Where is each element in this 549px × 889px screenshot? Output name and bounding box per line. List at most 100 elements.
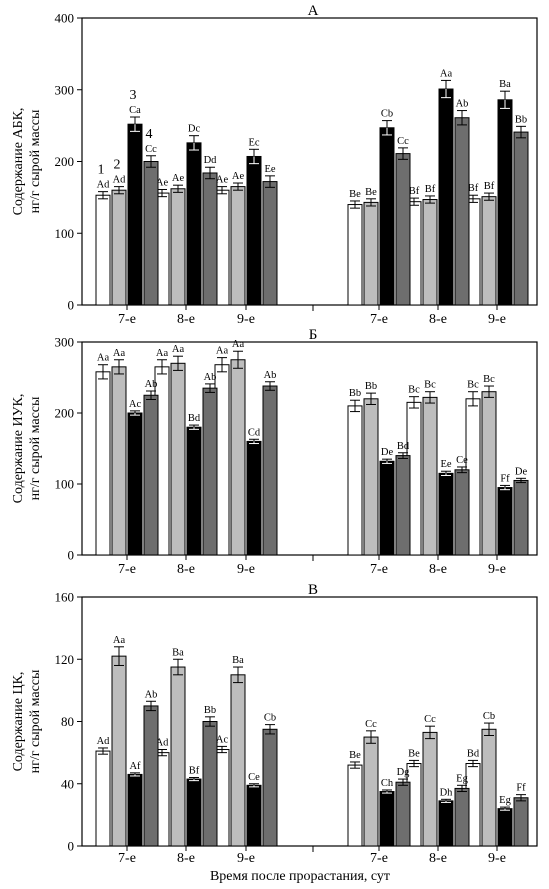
bar <box>379 791 395 847</box>
data-label: Ad <box>113 175 127 186</box>
bar <box>143 394 159 556</box>
y-tick-label: 200 <box>55 406 75 421</box>
data-label: Bb <box>365 381 377 392</box>
data-label: Bf <box>425 184 436 195</box>
bar <box>379 127 395 306</box>
data-label: Dc <box>188 124 201 135</box>
data-label: Af <box>129 761 141 772</box>
bar <box>513 797 529 847</box>
bar <box>454 787 470 847</box>
data-label: Ec <box>248 137 259 148</box>
data-label: De <box>381 447 394 458</box>
data-label: Bd <box>188 413 201 424</box>
data-label: Aa <box>97 353 110 364</box>
data-label: Aa <box>232 339 245 350</box>
bar <box>202 172 218 306</box>
x-tick-label: 9-е <box>488 851 506 866</box>
data-label: Be <box>365 187 377 198</box>
bar <box>127 773 143 847</box>
x-tick-label: 7-е <box>370 562 388 577</box>
data-label: Cc <box>145 144 157 155</box>
data-label: De <box>515 466 528 477</box>
bar <box>246 784 262 847</box>
data-label: Ff <box>500 473 510 484</box>
series-number: 3 <box>130 88 137 103</box>
bar <box>422 396 438 556</box>
y-tick-label: 0 <box>68 548 75 563</box>
data-label: Bb <box>204 705 216 716</box>
y-tick-label: 40 <box>61 776 74 791</box>
x-tick-label: 9-е <box>488 562 506 577</box>
data-label: Cc <box>424 714 436 725</box>
x-tick-label: 8-е <box>429 562 447 577</box>
y-axis-label: нг/г сырой массы <box>28 669 43 773</box>
x-tick-label: 8-е <box>429 312 447 327</box>
data-label: Ff <box>516 783 526 794</box>
bar <box>497 808 513 847</box>
data-label: Ab <box>204 372 217 383</box>
series-number: 4 <box>146 127 153 142</box>
data-label: Bb <box>349 388 361 399</box>
data-label: Aa <box>172 344 185 355</box>
y-tick-label: 300 <box>55 82 75 97</box>
y-tick-label: 100 <box>55 226 75 241</box>
bar <box>246 155 262 306</box>
data-label: Cc <box>397 136 409 147</box>
bar <box>111 189 127 306</box>
bar <box>170 188 186 306</box>
bar <box>438 88 454 306</box>
bar <box>363 736 379 847</box>
bar <box>438 472 454 556</box>
y-axis-label: Содержание ЦК, <box>11 672 26 772</box>
data-label: Ca <box>129 105 141 116</box>
data-label: Cd <box>248 427 261 438</box>
data-label: Dg <box>397 767 411 778</box>
bar <box>481 196 497 306</box>
y-tick-label: 0 <box>68 298 75 313</box>
y-tick-label: 80 <box>61 714 74 729</box>
data-label: Bb <box>515 114 527 125</box>
bar <box>230 674 246 847</box>
bar <box>95 194 111 306</box>
bar <box>395 455 411 556</box>
bar <box>262 385 278 556</box>
data-label: Cb <box>381 109 393 120</box>
data-label: Ba <box>172 647 184 658</box>
data-label: Be <box>408 748 420 759</box>
bar <box>395 781 411 847</box>
data-label: Cc <box>365 719 377 730</box>
x-tick-label: 7-е <box>370 312 388 327</box>
bar <box>127 123 143 306</box>
y-tick-label: 120 <box>55 652 75 667</box>
data-label: Ee <box>264 164 275 175</box>
data-label: Ad <box>156 738 170 749</box>
data-label: Bf <box>189 766 200 777</box>
bar <box>497 99 513 306</box>
panel-title: Б <box>309 327 318 343</box>
bar <box>347 204 363 306</box>
data-label: Ce <box>456 455 468 466</box>
data-label: Bd <box>397 441 410 452</box>
data-label: Ae <box>232 171 245 182</box>
data-label: Bc <box>467 380 479 391</box>
data-label: Ae <box>216 175 229 186</box>
x-tick-label: 8-е <box>177 851 195 866</box>
bar <box>422 199 438 306</box>
x-tick-label: 7-е <box>118 562 136 577</box>
bar <box>347 764 363 847</box>
bar <box>497 487 513 556</box>
data-label: Ae <box>156 177 169 188</box>
bar <box>170 362 186 556</box>
x-tick-label: 8-е <box>177 562 195 577</box>
y-axis-label: Содержание АБК, <box>11 108 26 216</box>
bar <box>513 479 529 556</box>
data-label: Bf <box>468 183 479 194</box>
bar <box>111 366 127 556</box>
bar <box>438 800 454 847</box>
data-label: Ee <box>440 459 451 470</box>
data-label: Ab <box>456 99 469 110</box>
data-label: Ae <box>172 173 185 184</box>
bar <box>246 440 262 556</box>
data-label: Bc <box>424 380 436 391</box>
